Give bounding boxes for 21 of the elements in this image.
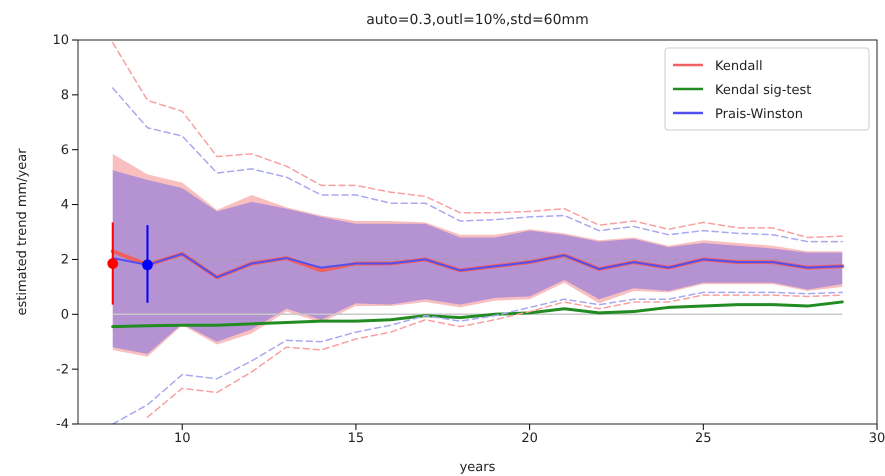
- y-tick-label: 10: [52, 33, 69, 48]
- line-series: [112, 42, 844, 238]
- x-axis-title: years: [460, 460, 496, 475]
- y-tick-label: 8: [60, 88, 69, 104]
- x-tick-label: 20: [521, 431, 538, 446]
- legend-label: Kendal sig-test: [715, 83, 812, 98]
- legend-label: Prais-Winston: [715, 107, 803, 122]
- y-tick-label: 2: [60, 252, 69, 268]
- y-axis-title: estimated trend mm/year: [15, 148, 30, 316]
- legend-label: Kendall: [715, 59, 763, 74]
- y-tick-label: 0: [60, 307, 69, 322]
- y-tick-label: -4: [56, 417, 69, 432]
- chart-title: auto=0.3,outl=10%,std=60mm: [366, 12, 589, 28]
- y-tick-label: -2: [56, 362, 69, 378]
- y-tick-label: 4: [60, 198, 69, 213]
- line-series: [111, 300, 844, 328]
- x-tick-label: 10: [174, 431, 190, 446]
- x-tick-label: 25: [695, 431, 712, 446]
- x-tick-label: 15: [348, 431, 364, 446]
- x-tick-label: 30: [868, 431, 885, 446]
- y-tick-label: 6: [60, 142, 69, 158]
